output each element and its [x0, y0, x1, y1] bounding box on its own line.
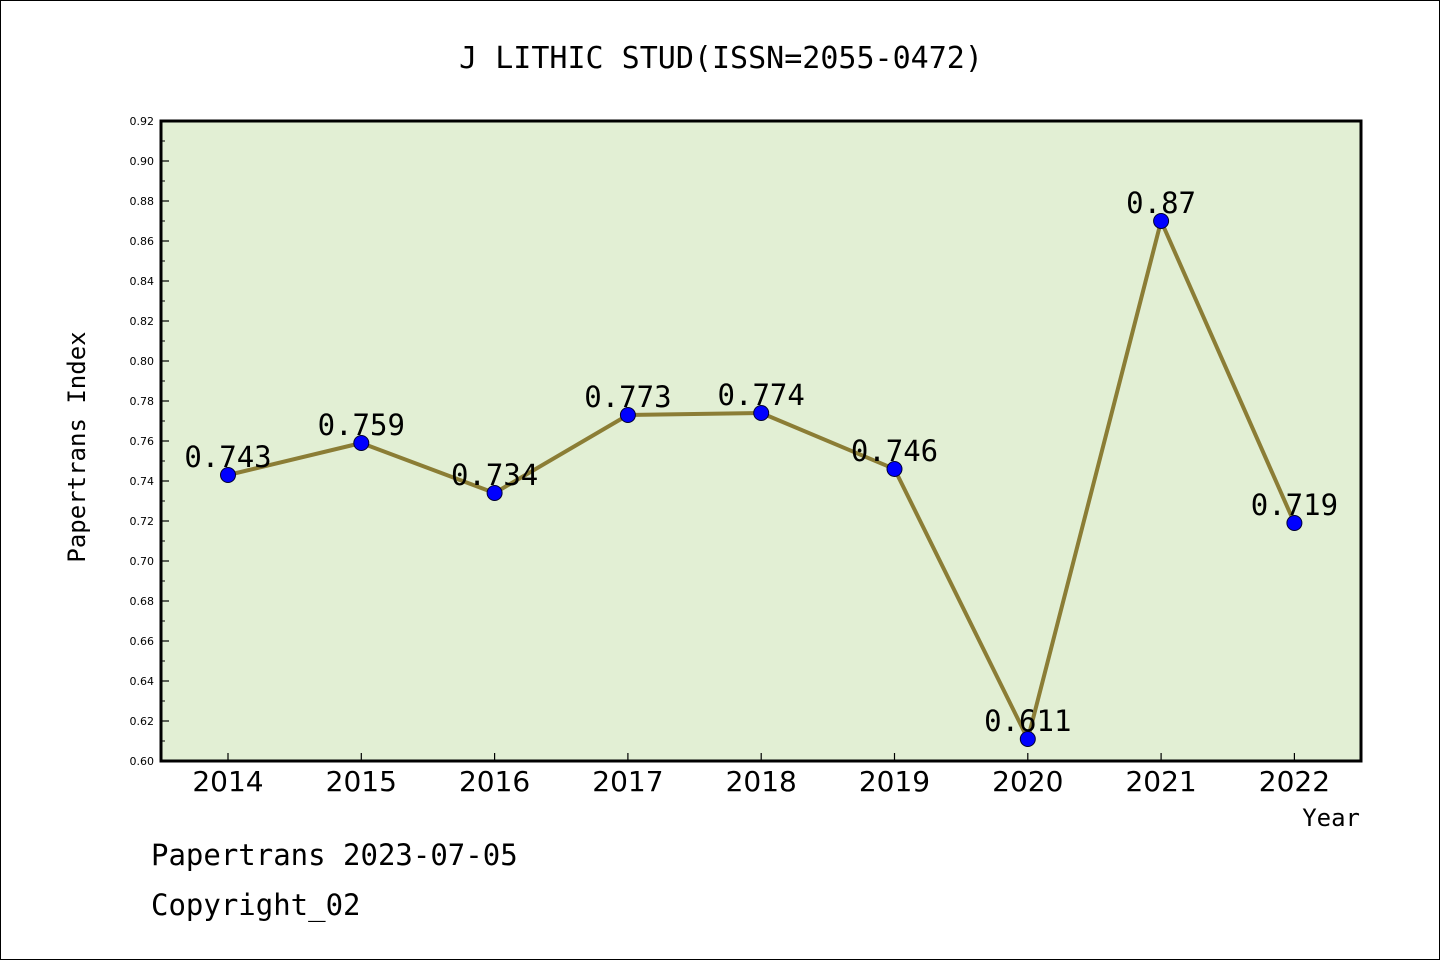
data-label: 0.743: [184, 440, 271, 474]
data-point-marker: [353, 435, 370, 451]
y-tick-label: 0.80: [130, 355, 155, 368]
data-point-marker: [619, 407, 636, 423]
x-tick-label: 2019: [859, 765, 930, 798]
y-tick-label: 0.88: [130, 195, 155, 208]
y-tick-label: 0.70: [130, 555, 155, 568]
x-tick-label: 2016: [459, 765, 530, 798]
x-tick-label: 2015: [326, 765, 397, 798]
y-tick-label: 0.64: [130, 675, 155, 688]
data-point-marker: [1286, 515, 1303, 531]
footer-date-text: Papertrans 2023-07-05: [151, 838, 518, 872]
y-tick-label: 0.66: [130, 635, 155, 648]
data-series: [220, 213, 1303, 747]
y-tick-label: 0.72: [130, 515, 155, 528]
y-axis: 0.60 0.62 0.64 0.66 0.68 0.70 0.72 0.74 0.76 0.78…: [130, 115, 169, 768]
data-point-marker: [486, 485, 503, 501]
x-axis-title: Year: [1302, 804, 1360, 832]
y-tick-label: 0.78: [130, 395, 155, 408]
y-tick-label: 0.62: [130, 715, 155, 728]
y-tick-label: 0.84: [130, 275, 155, 288]
y-tick-label: 0.76: [130, 435, 155, 448]
y-tick-label: 0.90: [130, 155, 155, 168]
data-label: 0.87: [1126, 186, 1196, 220]
y-tick-label: 0.92: [130, 115, 155, 128]
x-tick-label: 2020: [992, 765, 1063, 798]
x-tick-label: 2017: [592, 765, 663, 798]
y-tick-label: 0.86: [130, 235, 155, 248]
footer-copyright-text: Copyright_02: [151, 888, 361, 923]
plot-border: [159, 119, 1363, 763]
x-tick-label: 2021: [1125, 765, 1196, 798]
x-tick-label: 2022: [1259, 765, 1330, 798]
data-point-marker: [220, 467, 236, 483]
data-label: 0.734: [451, 458, 538, 492]
y-tick-label: 0.82: [130, 315, 155, 328]
data-point-marker: [1019, 731, 1036, 747]
x-axis: 2014 2015 2016 2017 2018 2019 2020 2021 2022: [192, 753, 1330, 798]
data-labels: 0.743 0.759 0.734 0.773 0.774 0.746 0.611 0.87 0…: [184, 186, 1338, 738]
data-point-marker: [1153, 213, 1170, 229]
y-axis-title: Papertrans Index: [63, 331, 91, 562]
y-tick-label: 0.60: [130, 755, 155, 768]
data-label: 0.773: [584, 380, 671, 414]
chart-title: J LITHIC STUD(ISSN=2055-0472): [459, 41, 983, 76]
data-label: 0.759: [318, 408, 405, 442]
x-tick-label: 2014: [192, 765, 263, 798]
data-label: 0.774: [718, 378, 805, 412]
y-tick-label: 0.74: [130, 475, 155, 488]
data-point-marker: [753, 405, 770, 421]
data-label: 0.719: [1251, 488, 1338, 522]
x-tick-label: 2018: [726, 765, 797, 798]
data-point-marker: [886, 461, 903, 477]
y-tick-label: 0.68: [130, 595, 155, 608]
data-label: 0.746: [851, 434, 938, 468]
data-label: 0.611: [984, 704, 1071, 738]
